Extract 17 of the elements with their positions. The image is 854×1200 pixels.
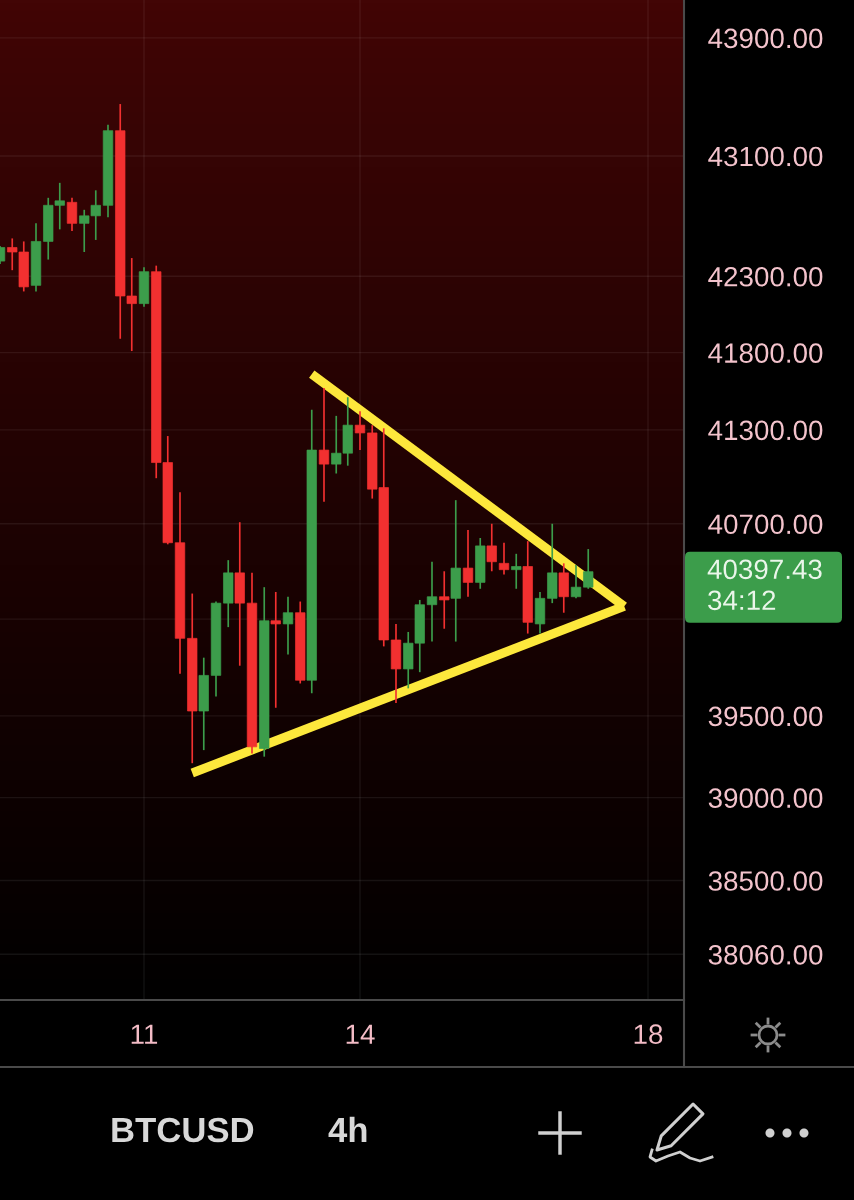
y-tick-label: 41800.00 — [708, 343, 823, 363]
y-tick-label: 39500.00 — [708, 706, 823, 727]
text: BTCUSD — [112, 1117, 254, 1143]
y-tick-label: 42300.00 — [708, 266, 823, 287]
y-tick-label: 39000.00 — [708, 788, 823, 809]
y-tick-label: 38500.00 — [708, 871, 823, 891]
y-tick-label: 38060.00 — [708, 944, 823, 965]
y-tick-label: 43100.00 — [708, 146, 823, 167]
text: 40397.43 — [707, 559, 822, 580]
text: 4h — [328, 1116, 367, 1142]
y-tick-label: 41300.00 — [708, 420, 823, 441]
text: 34:12 — [708, 590, 776, 611]
x-tick-label: 11 — [131, 1024, 158, 1044]
x-tick-label: 18 — [634, 1024, 663, 1045]
y-tick-label: 40700.00 — [708, 514, 823, 535]
y-tick-label: 43900.00 — [708, 28, 823, 49]
x-tick-label: 14 — [346, 1024, 375, 1044]
